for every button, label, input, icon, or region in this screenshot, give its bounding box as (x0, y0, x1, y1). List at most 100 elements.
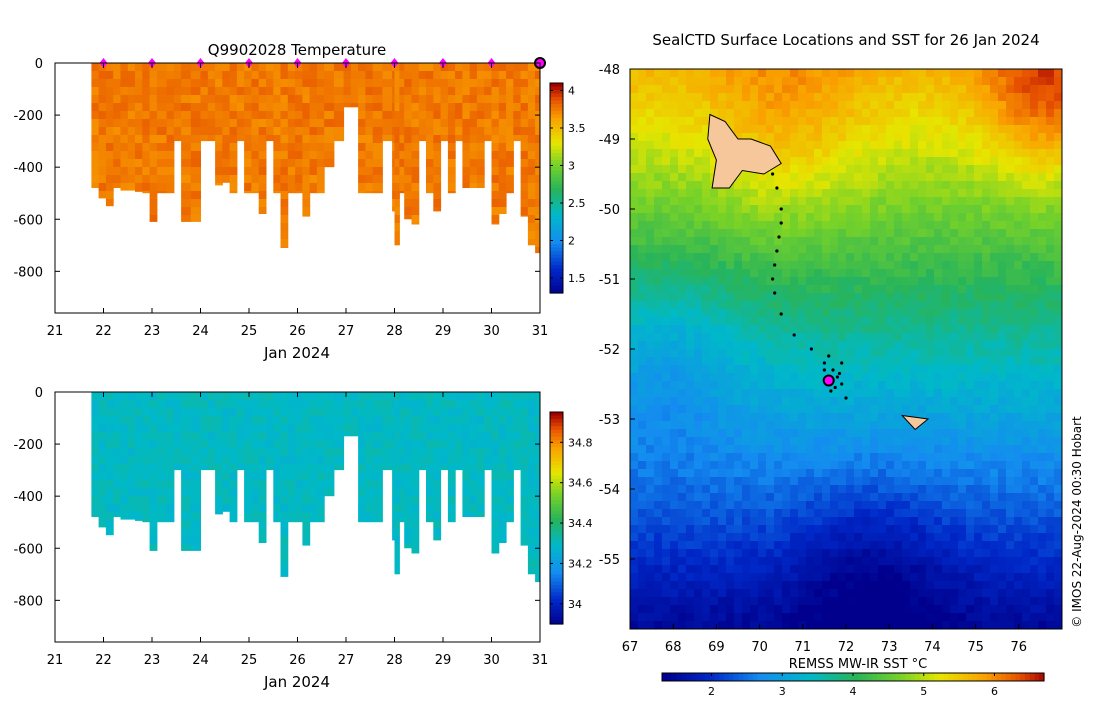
profile-cell (521, 71, 529, 79)
sst-cell (838, 165, 847, 174)
sst-cell (1054, 269, 1063, 278)
profile-cell (191, 536, 201, 544)
profile-cell (412, 456, 420, 464)
sst-cell (686, 269, 695, 278)
profile-cell (404, 207, 412, 215)
sst-cell (718, 245, 727, 254)
sst-cell (670, 133, 679, 142)
profile-cell (324, 424, 334, 432)
profile-cell (99, 95, 107, 103)
sst-cell (686, 189, 695, 198)
profile-cell (499, 135, 507, 143)
sst-cell (678, 469, 687, 478)
profile-cell (273, 167, 281, 175)
sst-cell (710, 197, 719, 206)
sst-cell (798, 69, 807, 78)
sst-cell (830, 349, 839, 358)
profile-cell (174, 103, 182, 111)
profile-cell (506, 424, 514, 432)
profile-cell (399, 448, 404, 456)
sst-cell (710, 101, 719, 110)
sst-cell (870, 221, 879, 230)
sst-cell (750, 117, 759, 126)
sst-cell (822, 85, 831, 94)
profile-cell (281, 392, 289, 400)
profile-cell (521, 416, 529, 424)
sst-cell (942, 357, 951, 366)
sst-cell (974, 261, 983, 270)
colorbar-cell (550, 227, 563, 231)
profile-cell (244, 95, 252, 103)
profile-cell (106, 432, 114, 440)
sst-cell (934, 389, 943, 398)
sst-cell (678, 205, 687, 214)
profile-cell (484, 119, 492, 127)
sst-cell (814, 125, 823, 134)
sst-cell (918, 245, 927, 254)
sst-cell (998, 213, 1007, 222)
sst-cell (966, 301, 975, 310)
sst-cell (734, 69, 743, 78)
sst-cell (758, 285, 767, 294)
sst-cell (942, 325, 951, 334)
sst-cell (870, 117, 879, 126)
profile-cell (433, 504, 441, 512)
sst-cell (654, 325, 663, 334)
sst-cell (926, 229, 935, 238)
profile-cell (106, 488, 114, 496)
sst-field (630, 69, 1063, 630)
sst-cell (990, 357, 999, 366)
profile-cell (492, 95, 500, 103)
profile-cell (528, 392, 536, 400)
sst-cell (670, 421, 679, 430)
sst-cell (630, 141, 639, 150)
profile-cell (528, 215, 536, 223)
profile-cell (310, 456, 318, 464)
sst-cell (950, 229, 959, 238)
sst-cell (974, 245, 983, 254)
sst-cell (1038, 85, 1047, 94)
profile-cell (365, 448, 373, 456)
sst-cell (798, 101, 807, 110)
sst-cell (910, 133, 919, 142)
sst-cell (854, 469, 863, 478)
sst-cell (694, 261, 703, 270)
profile-cell (441, 103, 449, 111)
profile-cell (404, 440, 412, 448)
sst-cell (878, 181, 887, 190)
sst-cell (694, 181, 703, 190)
profile-cell (399, 143, 404, 151)
sst-cell (782, 413, 791, 422)
profile-cell (499, 167, 507, 175)
sst-cell (878, 373, 887, 382)
profile-cell (528, 183, 536, 191)
profile-cell (244, 472, 252, 480)
sst-cell (742, 245, 751, 254)
profile-cell (373, 71, 383, 79)
profile-cell (412, 544, 420, 552)
sst-cell (1030, 397, 1039, 406)
sst-cell (878, 101, 887, 110)
profile-cell (477, 183, 485, 188)
sst-cell (806, 309, 815, 318)
sst-cell (798, 413, 807, 422)
profile-cell (419, 127, 427, 135)
profile-cell (395, 392, 400, 400)
sst-cell (758, 69, 767, 78)
sst-cell (734, 237, 743, 246)
profile-cell (358, 151, 366, 159)
profile-cell (150, 159, 158, 167)
sst-cell (814, 229, 823, 238)
profile-cell (113, 127, 121, 135)
profile-cell (302, 528, 310, 536)
sst-cell (822, 213, 831, 222)
sst-cell (1022, 165, 1031, 174)
sst-cell (1054, 365, 1063, 374)
sst-cell (678, 165, 687, 174)
profile-cell (477, 392, 485, 400)
profile-cell (412, 215, 420, 223)
sst-cell (966, 357, 975, 366)
profile-cell (365, 392, 373, 400)
